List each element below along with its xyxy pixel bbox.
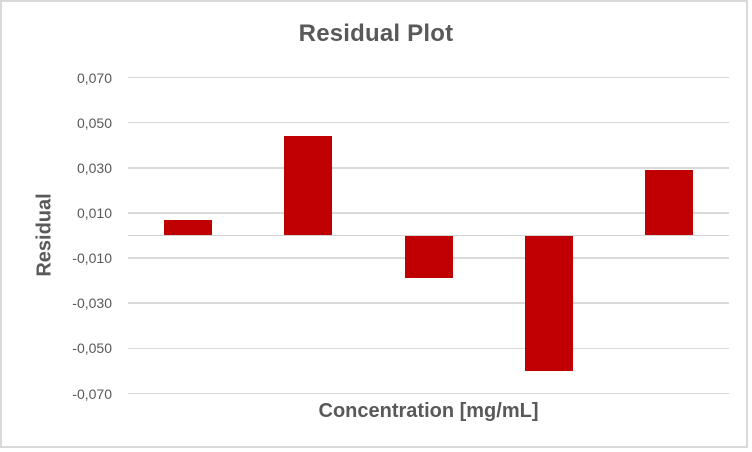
y-axis-tick-label: -0,010 [72,250,112,267]
y-axis-tick-label: 0,010 [76,204,112,221]
gridline [128,392,729,395]
gridline [128,76,729,79]
gridline [128,121,729,124]
y-axis-tick-label: -0,050 [72,340,112,357]
residual-bar [524,235,573,371]
y-axis-tick-label: -0,070 [72,385,112,402]
chart-title: Residual Plot [298,20,454,47]
gridline [128,302,729,304]
gridline [128,167,729,169]
residual-bar [164,219,213,236]
y-axis-tick-label: 0,030 [76,159,112,176]
gridline [128,347,729,350]
y-axis-tick-label: -0,030 [72,295,112,312]
residual-bar [404,235,453,279]
x-axis-title: Concentration [mg/mL] [318,400,539,422]
residual-bar [644,170,693,236]
residual-bar [284,136,333,236]
y-axis-tick-label: 0,050 [76,114,112,131]
gridline [128,212,729,214]
y-axis-tick-label: 0,070 [76,69,112,86]
